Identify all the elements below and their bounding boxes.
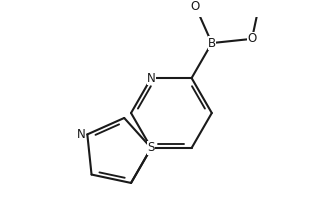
Text: N: N <box>77 128 86 141</box>
Text: B: B <box>208 37 216 50</box>
Text: N: N <box>147 71 156 84</box>
Text: S: S <box>148 142 155 155</box>
Text: O: O <box>247 32 257 45</box>
Text: O: O <box>191 0 200 13</box>
